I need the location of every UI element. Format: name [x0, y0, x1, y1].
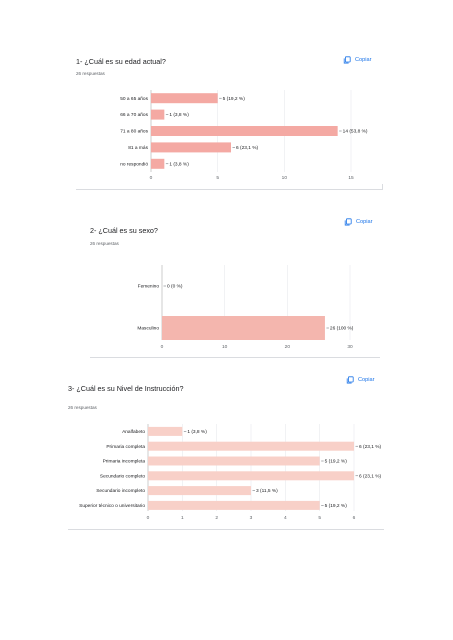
category-label: 71 a 80 años: [120, 129, 148, 135]
x-tick-label: 0: [161, 344, 164, 350]
category-label: 81 a más: [128, 145, 148, 151]
x-tick-label: 10: [282, 175, 288, 181]
bar: [151, 93, 218, 104]
category-label: no respondió: [120, 161, 148, 167]
card-1-edge: [382, 184, 383, 190]
category-label: Secundario incompleto: [96, 488, 145, 494]
category-label: Analfabeto: [122, 429, 145, 435]
copy-chart-2-button[interactable]: Copiar: [344, 218, 372, 226]
x-tick-label: 10: [222, 344, 228, 350]
x-tick-label: 0: [150, 175, 153, 181]
category-label: 50 a 65 años: [120, 96, 148, 102]
x-tick-label: 30: [347, 344, 353, 350]
copy-label: Copiar: [356, 219, 373, 225]
bar: [148, 456, 320, 466]
data-label: 6 (23,1 %): [359, 444, 382, 450]
data-label: 6 (23,1 %): [359, 473, 382, 479]
card-1-bottom-border: [76, 189, 383, 190]
copy-label: Copiar: [355, 57, 372, 63]
x-tick-label: 1: [181, 515, 184, 521]
question-3-response-count: 26 respuestas: [68, 405, 97, 410]
category-label: Superior técnico o universitario: [79, 503, 145, 509]
bar: [148, 426, 183, 436]
x-tick-label: 2: [215, 515, 218, 521]
bar: [148, 486, 251, 496]
data-label: 14 (53,8 %): [343, 129, 368, 135]
question-1-response-count: 26 respuestas: [76, 71, 105, 76]
category-label: Femenino: [138, 284, 160, 290]
category-label: Masculino: [137, 326, 159, 332]
copy-icon: [343, 56, 351, 64]
copy-chart-3-button[interactable]: Copiar: [346, 376, 374, 384]
category-label: Primaria incompleta: [103, 459, 146, 465]
copy-chart-1-button[interactable]: Copiar: [343, 56, 371, 64]
data-label: 26 (100 %): [330, 326, 354, 332]
bar: [148, 500, 320, 510]
question-2-response-count: 26 respuestas: [90, 241, 119, 246]
category-label: Primaria completa: [106, 444, 145, 450]
bar: [162, 316, 325, 340]
data-label: 1 (3,8 %): [169, 112, 189, 118]
x-tick-label: 20: [285, 344, 291, 350]
x-tick-label: 4: [284, 515, 287, 521]
data-label: 5 (19,2 %): [325, 459, 348, 465]
bar: [151, 158, 165, 169]
data-label: 5 (19,2 %): [325, 503, 348, 509]
bar: [151, 109, 165, 120]
data-label: 5 (19,2 %): [223, 96, 246, 102]
bar: [148, 441, 354, 451]
copy-icon: [344, 218, 352, 226]
category-label: Secundario completo: [100, 473, 145, 479]
question-3-title: 3- ¿Cuál es su Nivel de Instrucción?: [68, 384, 184, 393]
x-tick-label: 5: [216, 175, 219, 181]
data-label: 6 (23,1 %): [236, 145, 259, 151]
question-2-title: 2- ¿Cuál es su sexo?: [90, 226, 158, 235]
data-label: 1 (3,8 %): [169, 161, 189, 167]
x-tick-label: 6: [353, 515, 356, 521]
card-3-bottom-border: [68, 529, 384, 530]
x-tick-label: 15: [348, 175, 354, 181]
category-label: 66 a 70 años: [120, 112, 148, 118]
data-label: 1 (3,8 %): [187, 429, 207, 435]
copy-icon: [346, 376, 354, 384]
x-tick-label: 0: [147, 515, 150, 521]
bar: [148, 471, 354, 481]
question-1-title: 1- ¿Cuál es su edad actual?: [76, 57, 166, 66]
x-tick-label: 3: [250, 515, 253, 521]
copy-label: Copiar: [358, 377, 375, 383]
data-label: 3 (11,5 %): [256, 488, 278, 494]
bar: [151, 126, 338, 136]
data-label: 0 (0 %): [167, 284, 183, 290]
x-tick-label: 5: [318, 515, 321, 521]
card-2-bottom-border: [90, 357, 380, 358]
bar: [151, 142, 231, 153]
